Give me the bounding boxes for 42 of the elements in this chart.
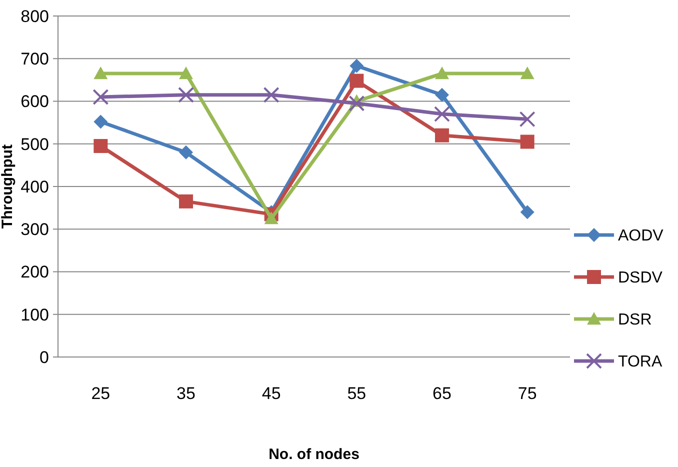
point [263,86,280,103]
point [179,145,193,160]
point [350,74,364,88]
y-axis-title: Throughput [0,144,16,229]
legend-label: DSR [618,312,652,329]
point [94,114,108,129]
legend-label: TORA [618,354,662,371]
point [92,88,109,105]
x-tick-label: 25 [91,384,110,403]
point [434,106,450,122]
x-tick-label: 45 [262,384,281,403]
x-tick-label: 65 [432,384,452,403]
y-tick-label: 400 [20,177,49,196]
y-tick-label: 700 [20,50,49,69]
y-tick-label: 100 [20,305,49,324]
point [520,66,534,80]
point [435,88,449,102]
point [178,86,194,103]
point [435,128,449,142]
point [94,66,108,80]
legend-label: DSDV [618,270,663,287]
x-tick-label: 35 [176,384,196,403]
y-tick-label: 800 [20,6,49,26]
point [94,139,108,154]
point [520,205,534,220]
point [179,66,193,80]
y-tick-label: 500 [20,134,49,154]
point [435,66,449,80]
point [520,134,534,149]
point [519,111,536,128]
point [264,211,278,224]
y-tick-label: 200 [20,262,49,282]
x-tick-label: 55 [347,384,366,403]
point [179,194,193,208]
y-tick-label: 600 [20,92,49,112]
x-tick-label: 75 [518,384,537,403]
y-tick-label: 300 [20,220,49,240]
legend-label: AODV [618,228,664,245]
point [350,58,364,73]
point [348,95,365,112]
y-tick-label: 0 [40,348,49,367]
x-axis-title: No. of nodes [268,446,360,463]
